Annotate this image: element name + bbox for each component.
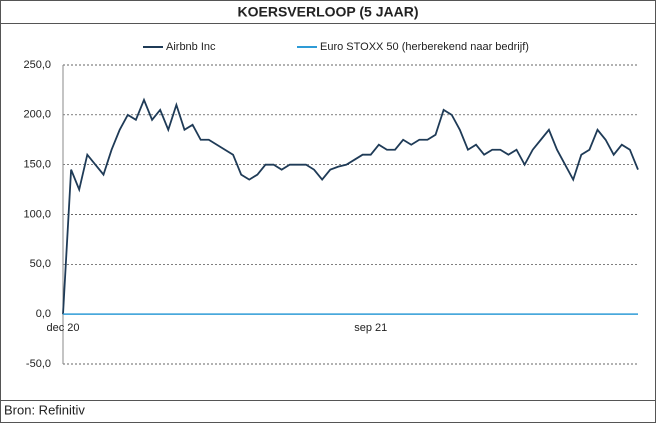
y-tick-label: 0,0 [36,308,51,320]
y-tick-label: 100,0 [23,208,51,220]
y-tick-label: 200,0 [23,109,51,121]
source: Bron: Refinitiv [4,402,85,417]
legend-label: Airbnb Inc [166,41,216,53]
y-tick-label: -50,0 [26,358,51,370]
x-tick-label: dec 20 [46,322,79,334]
series-line [62,97,639,315]
legend-label: Euro STOXX 50 (herberekend naar bedrijf) [320,41,529,53]
y-tick-label: 150,0 [23,159,51,171]
x-tick-label: sep 21 [354,322,387,334]
y-tick-label: 250,0 [23,59,51,71]
chart-title: KOERSVERLOOP (5 JAAR) [238,4,419,20]
y-tick-label: 50,0 [30,258,51,270]
